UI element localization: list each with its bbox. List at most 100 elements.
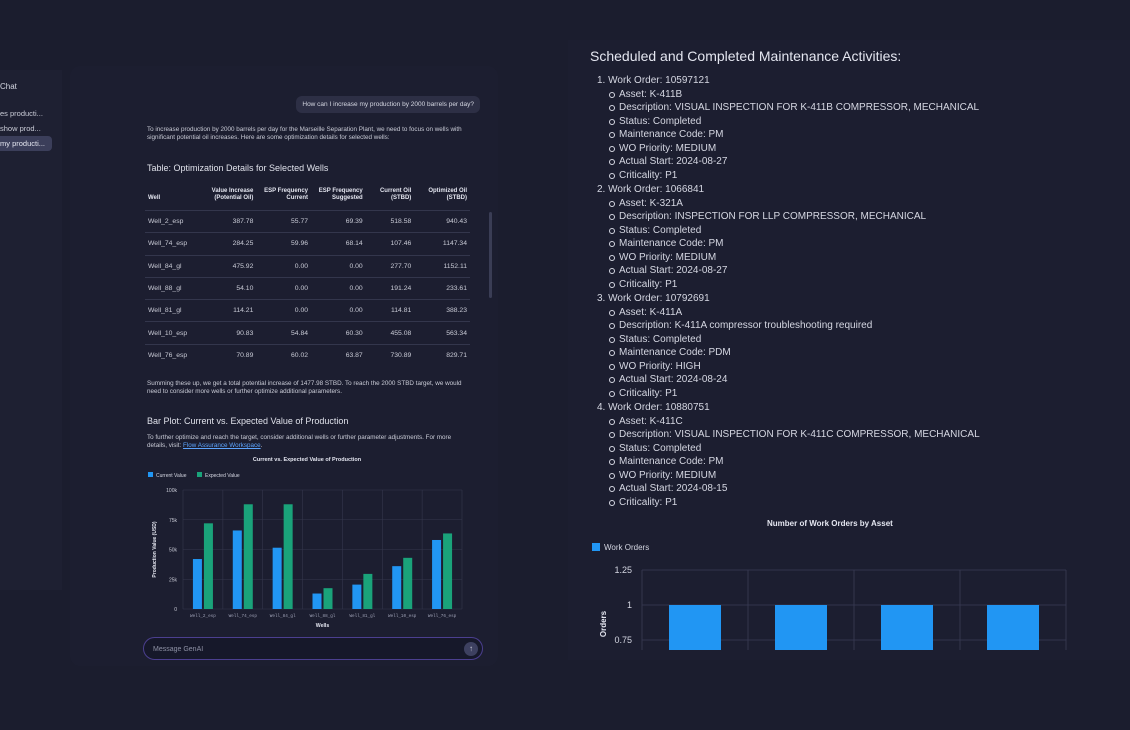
- work-order-priority: WO Priority: HIGH: [597, 360, 872, 374]
- x-tick-label: Well_76_esp: [428, 614, 457, 619]
- maintenance-panel: [568, 40, 1130, 660]
- header-well: Well: [148, 195, 161, 201]
- table-cell: 1152.11: [414, 254, 470, 278]
- table-cell: 90.83: [203, 321, 257, 345]
- user-message: How can I increase my production by 2000…: [296, 96, 480, 113]
- table-cell: 0.00: [256, 276, 312, 300]
- table-cell: 63.87: [311, 343, 366, 367]
- bar-current: [192, 559, 202, 609]
- bar-current: [432, 539, 442, 609]
- work-order-start: Actual Start: 2024-08-27: [597, 155, 979, 169]
- y-tick-label: 25k: [169, 577, 178, 583]
- bar-expected: [363, 573, 373, 609]
- table-cell: 0.00: [256, 299, 312, 322]
- table-cell: 233.61: [414, 276, 470, 300]
- x-tick-label: Well_84_gl: [270, 614, 296, 619]
- y-axis-label: Orders: [599, 610, 608, 637]
- y-axis-label: Production Value (USD): [152, 521, 158, 577]
- table-cell: 829.71: [414, 343, 470, 367]
- table-cell: 59.96: [256, 232, 312, 256]
- message-input-box[interactable]: ↑: [143, 637, 483, 660]
- bar-plot-text: To further optimize and reach the target…: [147, 434, 467, 450]
- bar-work-orders: [775, 605, 827, 650]
- assistant-intro: To increase production by 2000 barrels p…: [147, 126, 462, 141]
- x-tick-label: Well_2_esp: [190, 614, 216, 619]
- sidebar-item-active[interactable]: my producti...: [0, 136, 52, 151]
- y-tick-label: 1: [627, 600, 632, 610]
- bar-work-orders: [669, 605, 721, 650]
- work-order-heading: 3. Work Order: 10792691: [597, 293, 710, 304]
- table-cell: 455.08: [365, 321, 415, 345]
- table-cell: Well_84_gl: [145, 254, 204, 278]
- maintenance-title: Scheduled and Completed Maintenance Acti…: [590, 48, 902, 64]
- table-row: Well_2_esp 387.78 55.77 69.39 518.58 940.43: [145, 209, 470, 233]
- table-cell: Well_76_esp: [145, 343, 204, 367]
- table-cell: 68.14: [311, 232, 366, 256]
- table-cell: 0.00: [256, 254, 312, 278]
- work-order-criticality: Criticality: P1: [597, 278, 926, 292]
- work-orders-bar-chart: 0.75 1 1.25 Orders: [599, 565, 1067, 650]
- message-input[interactable]: [153, 643, 453, 655]
- x-axis-label: Wells: [316, 623, 330, 629]
- work-order-asset: Asset: K-411A: [597, 306, 872, 320]
- bar-plot-title: Bar Plot: Current vs. Expected Value of …: [147, 416, 349, 426]
- table-cell: 114.21: [203, 299, 257, 322]
- chat-scrollbar[interactable]: [489, 212, 492, 298]
- production-bar-chart: Current vs. Expected Value of Production…: [148, 457, 463, 629]
- bar-expected: [283, 504, 293, 609]
- work-order-status: Status: Completed: [597, 224, 926, 238]
- work-order-heading: 4. Work Order: 10880751: [597, 402, 710, 413]
- work-order-criticality: Criticality: P1: [597, 496, 980, 510]
- work-order-code: Maintenance Code: PM: [597, 455, 980, 469]
- work-order-heading: 1. Work Order: 10597121: [597, 75, 710, 86]
- header-esp-current: ESP Frequency Current: [264, 188, 309, 201]
- summary-text: Summing these up, we get a total potenti…: [147, 380, 462, 395]
- work-order-details: Asset: K-411B Description: VISUAL INSPECT…: [597, 88, 979, 183]
- header-current-oil: Current Oil (STBD): [379, 188, 412, 201]
- work-order-item: 1. Work Order: 10597121 Asset: K-411B Desc…: [597, 74, 979, 182]
- table-cell: 0.00: [311, 254, 366, 278]
- work-order-asset: Asset: K-411C: [597, 415, 980, 429]
- table-cell: 60.30: [311, 321, 366, 345]
- work-order-asset: Asset: K-321A: [597, 197, 926, 211]
- work-order-code: Maintenance Code: PM: [597, 128, 979, 142]
- table-cell: 114.81: [365, 299, 415, 322]
- y-tick-label: 0.75: [614, 635, 632, 645]
- header-esp-suggested: ESP Frequency Suggested: [318, 188, 363, 201]
- work-order-status: Status: Completed: [597, 115, 979, 129]
- work-order-item: 2. Work Order: 1066841 Asset: K-321A Descr…: [597, 183, 926, 291]
- table-cell: 475.92: [203, 254, 257, 278]
- table-cell: 60.02: [256, 343, 312, 367]
- arrow-up-icon[interactable]: ↑: [464, 642, 478, 656]
- table-row: Well_84_gl 475.92 0.00 0.00 277.70 1152.11: [145, 254, 470, 278]
- work-order-priority: WO Priority: MEDIUM: [597, 469, 980, 483]
- legend-swatch: [592, 543, 600, 551]
- bar-current: [272, 547, 282, 609]
- table-row: Well_10_esp 90.83 54.84 60.30 455.08 563.34: [145, 321, 470, 345]
- table-cell: 70.89: [203, 343, 257, 367]
- header-value-increase: Value Increase (Potential Oil): [211, 188, 254, 201]
- table-cell: Well_2_esp: [145, 209, 204, 233]
- table-cell: 0.00: [311, 276, 366, 300]
- chart-title: Current vs. Expected Value of Production: [253, 457, 362, 463]
- work-order-details: Asset: K-411C Description: VISUAL INSPECT…: [597, 415, 980, 510]
- table-title: Table: Optimization Details for Selected…: [147, 163, 329, 173]
- table-cell: 284.25: [203, 232, 257, 256]
- table-cell: Well_88_gl: [145, 276, 204, 300]
- work-order-details: Asset: K-321A Description: INSPECTION FOR…: [597, 197, 926, 292]
- table-cell: 69.39: [311, 209, 366, 233]
- x-tick-label: Well_88_gl: [310, 614, 336, 619]
- table-row: Well_74_esp 284.25 59.96 68.14 107.46 1147.34: [145, 232, 470, 256]
- work-order-asset: Asset: K-411B: [597, 88, 979, 102]
- sidebar-item-2[interactable]: show prod...: [0, 124, 41, 133]
- y-tick-label: 1.25: [614, 565, 632, 575]
- sidebar-item-1[interactable]: es producti...: [0, 109, 43, 118]
- work-order-description: Description: VISUAL INSPECTION FOR K-411…: [597, 101, 979, 115]
- work-order-criticality: Criticality: P1: [597, 387, 872, 401]
- work-order-description: Description: K-411A compressor troublesh…: [597, 319, 872, 333]
- x-tick-label: Well_81_gl: [349, 614, 375, 619]
- work-order-status: Status: Completed: [597, 333, 872, 347]
- bar-expected: [203, 523, 213, 609]
- table-cell: Well_10_esp: [145, 321, 204, 345]
- flow-assurance-link[interactable]: Flow Assurance Workspace: [183, 442, 261, 449]
